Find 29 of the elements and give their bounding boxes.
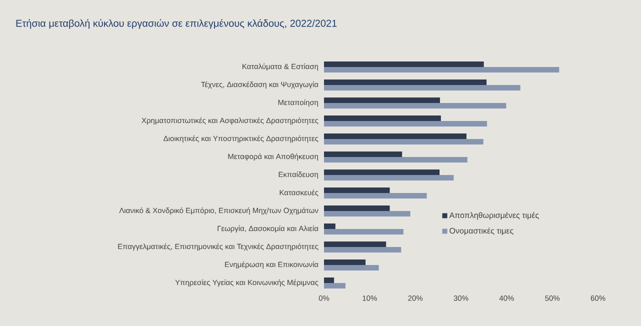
bar bbox=[324, 156, 468, 162]
bar bbox=[324, 97, 440, 103]
bar bbox=[324, 133, 466, 139]
legend-label: Ονομαστικές τιμες bbox=[450, 227, 514, 236]
bar bbox=[324, 187, 390, 193]
text: Ετήσια μεταβολή κύκλου εργασιών σε επιλεγμένους κλάδους, 2022/2021 bbox=[16, 19, 337, 29]
bar bbox=[324, 115, 441, 121]
bar bbox=[324, 228, 404, 234]
bar bbox=[324, 138, 484, 144]
bar bbox=[324, 264, 379, 270]
bar bbox=[324, 67, 560, 72]
bar bbox=[324, 151, 402, 157]
bar bbox=[324, 102, 506, 108]
bar bbox=[324, 282, 346, 288]
bar bbox=[324, 174, 454, 180]
bar bbox=[324, 210, 410, 216]
bar bbox=[324, 169, 440, 175]
legend-label: Αποπληθωρισμένες τιμές bbox=[449, 212, 539, 220]
bar bbox=[324, 192, 427, 198]
bar bbox=[324, 246, 402, 252]
bar bbox=[324, 120, 488, 126]
bar bbox=[324, 223, 336, 229]
bar bbox=[324, 84, 520, 90]
bar bbox=[324, 277, 334, 283]
bar bbox=[324, 61, 484, 67]
bar bbox=[324, 241, 386, 247]
bar bbox=[324, 259, 366, 265]
bar bbox=[324, 205, 390, 211]
bar bbox=[324, 79, 487, 85]
